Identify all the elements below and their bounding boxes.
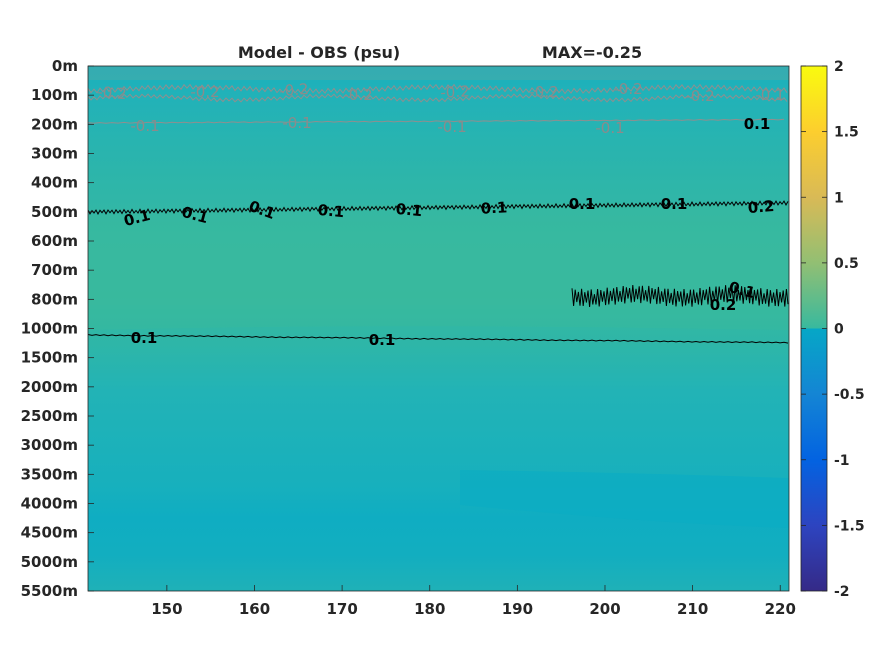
contour-label: -0.2 [529,83,558,101]
contour-label: -0.1 [595,119,624,137]
contour-label: -0.1 [755,86,784,104]
colorbar-tick-label: 0 [834,322,844,338]
cold-anomaly-patch [460,470,789,528]
colorbar-tick-label: 1.5 [834,125,859,141]
y-tick-label: 100m [31,86,78,104]
y-tick-label: 5000m [21,553,78,571]
contour-label: 0.2 [710,296,737,314]
warm-anomaly-patch [88,203,789,330]
colorbar-tick-label: 1 [834,190,844,206]
contour-label: 0.1 [131,329,158,347]
y-tick-label: 3500m [21,465,78,483]
contour-label: 0.1 [569,195,596,213]
colorbar-tick-label: -1.5 [834,518,865,534]
x-tick-label: 210 [677,600,708,618]
contour-label: 0.1 [395,200,423,220]
y-tick-label: 2000m [21,378,78,396]
y-tick-label: 400m [31,174,78,192]
y-tick-label: 200m [31,115,78,133]
colorbar-ticks: 2 1.5 1 0.5 0 -0.5 -1 -1.5 -2 [801,59,865,600]
contour-label: -0.2 [97,83,128,103]
colorbar-tick-label: -2 [834,584,850,600]
x-tick-label: 170 [326,600,357,618]
y-tick-label: 4500m [21,524,78,542]
colorbar-tick-label: -0.5 [834,387,865,403]
y-tick-label: 0m [52,57,78,75]
contour-line-neg02 [88,83,788,95]
colorbar-tick-label: 0.5 [834,256,859,272]
contour-label: 0.1 [317,201,345,221]
x-tick-label: 150 [151,600,182,618]
contour-label: 0.1 [369,331,396,349]
contour-labels: -0.2 -0.2 -0.2 -0.2 -0.2 -0.2 -0.2 -0.2 -0.1-0.1… [97,80,785,349]
y-tick-label: 800m [31,290,78,308]
contour-label: -0.1 [130,117,159,135]
x-axis: 150 160 170 180 190 200 210 220 [151,585,796,618]
y-tick-label: 2500m [21,407,78,425]
contour-label: -0.1 [282,114,311,132]
y-tick-label: 600m [31,232,78,250]
y-tick-label: 3000m [21,436,78,454]
contour-label: 0.2 [747,197,775,217]
colorbar-tick-label: 2 [834,59,844,75]
surface-hatched-band [88,66,789,80]
contour-line-neg02 [88,93,788,103]
contour-label: 0.1 [480,198,507,217]
contour-lines [88,83,789,344]
y-axis: 0m 100m 200m 300m 400m 500m 600m 700m 800m 1000m 1… [21,57,94,600]
plot-area: -0.2 -0.2 -0.2 -0.2 -0.2 -0.2 -0.2 -0.2 -0.1-0.1… [88,66,789,591]
contour-label: 0.1 [661,195,688,213]
y-tick-label: 300m [31,145,78,163]
contour-line-02 [571,285,789,307]
y-tick-label: 5500m [21,582,78,600]
x-tick-label: 180 [414,600,445,618]
contour-line-01 [88,200,789,215]
x-tick-label: 190 [502,600,533,618]
contour-label: -0.2 [343,86,372,104]
chart-max-label: MAX=-0.25 [542,43,642,62]
y-tick-label: 1500m [21,349,78,367]
contour-label: -0.2 [685,87,714,105]
x-tick-label: 160 [239,600,270,618]
y-tick-label: 4000m [21,495,78,513]
colorbar-tick-label: -1 [834,453,850,469]
contour-line-01 [88,334,789,344]
contour-line-neg01 [88,118,785,124]
contour-label: -0.2 [279,80,309,100]
x-tick-label: 220 [765,600,796,618]
contour-label: -0.2 [440,82,470,102]
y-tick-label: 700m [31,261,78,279]
contour-label: -0.2 [190,83,219,101]
y-tick-label: 500m [31,203,78,221]
x-tick-label: 200 [589,600,620,618]
contour-label: -0.2 [613,80,642,98]
contour-label: 0.1 [744,115,771,133]
colorbar: 2 1.5 1 0.5 0 -0.5 -1 -1.5 -2 [800,59,865,600]
y-tick-label: 1000m [21,320,78,338]
contour-label: -0.1 [437,118,466,136]
chart-title: Model - OBS (psu) [238,43,400,62]
